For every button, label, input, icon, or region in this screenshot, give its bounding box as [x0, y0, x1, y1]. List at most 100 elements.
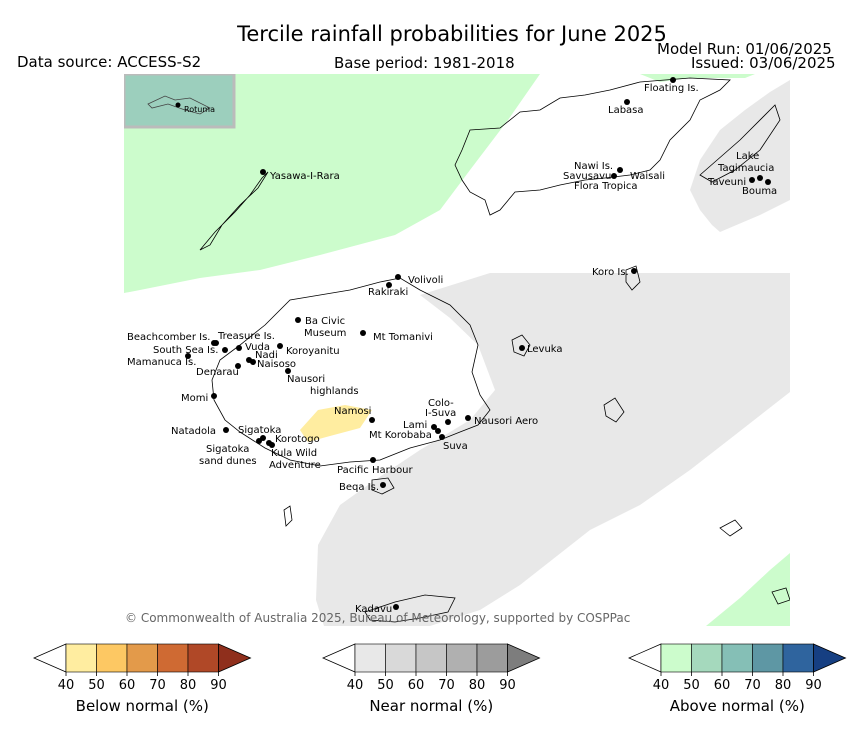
near-normal-region-south — [316, 273, 790, 626]
colorbar-tick-label: 60 — [408, 678, 425, 693]
place-label: Savusavu — [563, 171, 611, 182]
place-markers — [185, 77, 771, 610]
place-marker — [386, 282, 392, 288]
place-marker — [757, 175, 763, 181]
place-label: Levuka — [527, 344, 563, 355]
colorbar-min-arrow — [322, 643, 356, 673]
southeast-island — [719, 519, 743, 537]
place-marker — [235, 363, 241, 369]
beqa-island — [371, 477, 395, 495]
colorbar-tick-label: 50 — [88, 678, 105, 693]
coastlines — [199, 77, 790, 623]
south-islands — [771, 587, 790, 605]
colorbar-tick-label: 70 — [149, 678, 166, 693]
place-label: Namosi — [334, 406, 371, 417]
place-marker — [260, 169, 266, 175]
place-marker — [223, 427, 229, 433]
place-label: Lami — [403, 420, 427, 431]
colorbar-tick-label: 90 — [210, 678, 227, 693]
colorbar-segment — [691, 643, 723, 673]
above-normal-region-north — [124, 74, 540, 293]
colorbar-title: Below normal (%) — [76, 697, 209, 715]
colorbar-tick-label: 60 — [119, 678, 136, 693]
map-panel: Rotuma Floating Is.Labasa Yasawa-I-Rara Na… — [124, 74, 790, 626]
place-label: Volivoli — [408, 275, 443, 286]
place-label: Mt Korobaba — [369, 430, 432, 441]
below-normal-region-namosi — [300, 405, 372, 442]
place-marker — [285, 368, 291, 374]
colorbar-title: Above normal (%) — [670, 697, 805, 715]
place-label: Mt Tomanivi — [373, 332, 433, 343]
colorbar-tick-label: 80 — [469, 678, 486, 693]
place-marker — [256, 438, 262, 444]
rotuma-marker — [175, 102, 181, 108]
colorbar-segment — [752, 643, 784, 673]
place-label: Koro Is. — [592, 267, 629, 278]
colorbar-segment — [126, 643, 158, 673]
place-label: Kula Wild — [271, 448, 317, 459]
place-label: Treasure Is. — [217, 331, 275, 342]
place-marker — [749, 177, 755, 183]
place-label: Nawi Is. — [574, 161, 613, 172]
colorbar-tick-label: 60 — [714, 678, 731, 693]
place-marker — [369, 417, 375, 423]
place-marker — [519, 345, 525, 351]
above-normal-region-south-east — [706, 553, 790, 626]
chart-title: Tercile rainfall probabilities for June … — [237, 22, 667, 46]
place-label: Bouma — [742, 186, 777, 197]
colorbar-max-arrow — [813, 643, 847, 673]
place-label: Kadavu — [355, 604, 392, 615]
colorbar-segment — [96, 643, 128, 673]
issued-date: Issued: 03/06/2025 — [691, 54, 836, 72]
place-label: Colo- — [428, 398, 454, 409]
place-label: Nausori Aero — [474, 416, 538, 427]
place-label: Flora Tropica — [574, 181, 637, 192]
place-marker — [624, 99, 630, 105]
place-label: Taveuni — [707, 177, 746, 188]
place-label: Momi — [181, 393, 208, 404]
colorbar-near-normal: 40 50 60 70 80 90 Near normal (%) — [322, 643, 541, 715]
colorbar-segment — [476, 643, 508, 673]
colorbar-segment — [187, 643, 219, 673]
place-label: Vuda — [245, 342, 270, 353]
place-marker — [380, 482, 386, 488]
place-marker — [269, 442, 275, 448]
place-marker — [211, 393, 217, 399]
colorbar-segment — [782, 643, 814, 673]
colorbar-tick-label: 40 — [58, 678, 75, 693]
colorbar-tick-label: 90 — [499, 678, 516, 693]
rotuma-label: Rotuma — [184, 105, 215, 114]
colorbar-tick-label: 50 — [377, 678, 394, 693]
place-marker — [465, 415, 471, 421]
place-label: Floating Is. — [644, 83, 699, 94]
place-label: Mamanuca Is. — [127, 357, 196, 368]
place-label: Nausori — [287, 374, 325, 385]
viti-levu-coast — [211, 277, 491, 467]
place-marker — [765, 179, 771, 185]
place-label: Museum — [304, 328, 346, 339]
rotuma-outline — [147, 95, 211, 115]
colorbar-segment — [385, 643, 417, 673]
colorbar-segment — [354, 643, 386, 673]
colorbar-min-arrow — [628, 643, 662, 673]
place-marker — [439, 434, 445, 440]
place-label: Nadi — [255, 350, 278, 361]
data-source: Data source: ACCESS-S2 — [17, 53, 202, 71]
place-label: Denarau — [196, 367, 239, 378]
place-marker — [370, 457, 376, 463]
colorbar-tick-label: 70 — [744, 678, 761, 693]
place-marker — [611, 173, 617, 179]
place-marker — [295, 317, 301, 323]
place-label: Sigatoka — [206, 444, 249, 455]
place-label: Yasawa-I-Rara — [269, 171, 340, 182]
place-marker — [670, 77, 676, 83]
place-marker — [360, 330, 366, 336]
colorbar-tick-label: 50 — [683, 678, 700, 693]
place-label: Labasa — [608, 105, 644, 116]
place-marker — [393, 604, 399, 610]
koro-island — [625, 265, 641, 291]
near-normal-region-north-east — [690, 80, 790, 232]
